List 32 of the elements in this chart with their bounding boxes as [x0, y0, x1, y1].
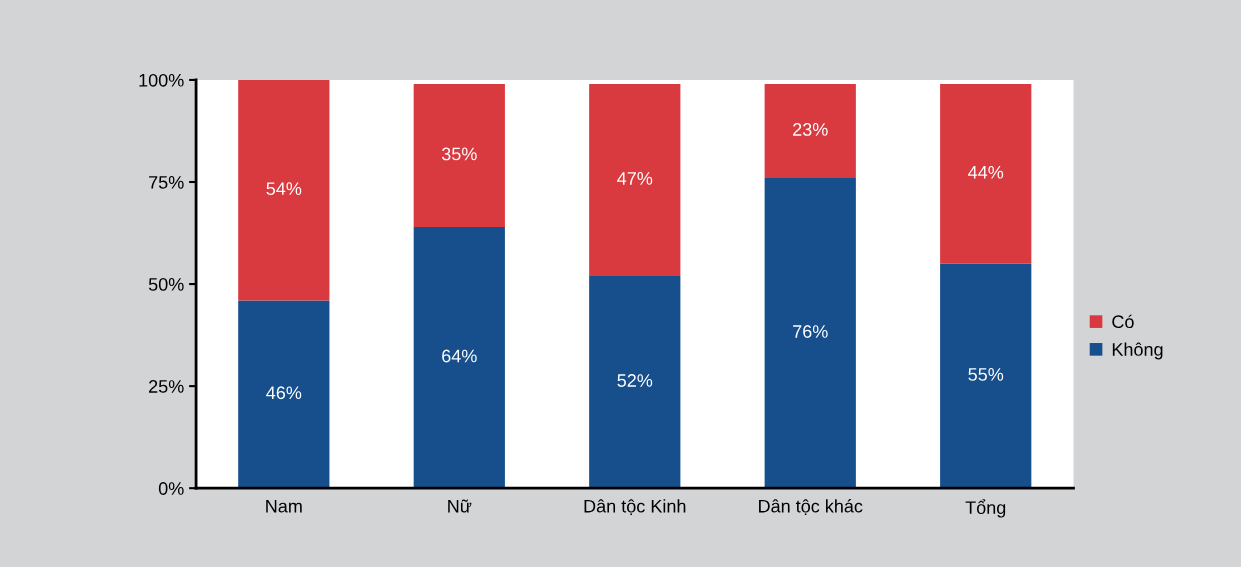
y-tick-label: 25%	[149, 380, 184, 393]
data-label: 52%	[617, 374, 653, 387]
bar	[940, 84, 1032, 264]
data-label: 46%	[266, 386, 302, 400]
data-label: 23%	[793, 123, 828, 136]
x-tick-label: Dân tộc khác	[759, 499, 863, 516]
legend-label: Không	[1112, 342, 1163, 360]
bar	[589, 84, 681, 276]
x-tick-label: Nữ	[448, 499, 472, 513]
data-label: 47%	[617, 172, 653, 185]
bar	[238, 300, 330, 489]
bar	[764, 84, 856, 178]
data-label: 55%	[968, 368, 1004, 381]
data-label: 54%	[266, 182, 302, 196]
data-label: 44%	[968, 165, 1004, 179]
y-tick-label: 0%	[158, 482, 184, 495]
bar	[238, 79, 330, 301]
y-tick-label: 75%	[149, 176, 184, 189]
data-label: 64%	[442, 349, 477, 363]
x-tick-label: Tổng	[965, 499, 1006, 518]
bar	[940, 263, 1032, 489]
legend-label: Có	[1112, 314, 1134, 329]
data-label: 35%	[441, 147, 477, 161]
bar	[764, 177, 856, 489]
y-tick-label: 50%	[148, 278, 184, 291]
bar	[413, 226, 505, 489]
x-tick-label: Dân tộc Kinh	[584, 499, 686, 516]
x-tick-label: Nam	[266, 499, 302, 513]
data-label: 76%	[793, 325, 828, 338]
bar	[413, 84, 505, 227]
bar	[589, 275, 681, 489]
y-tick-label: 100%	[139, 73, 184, 87]
